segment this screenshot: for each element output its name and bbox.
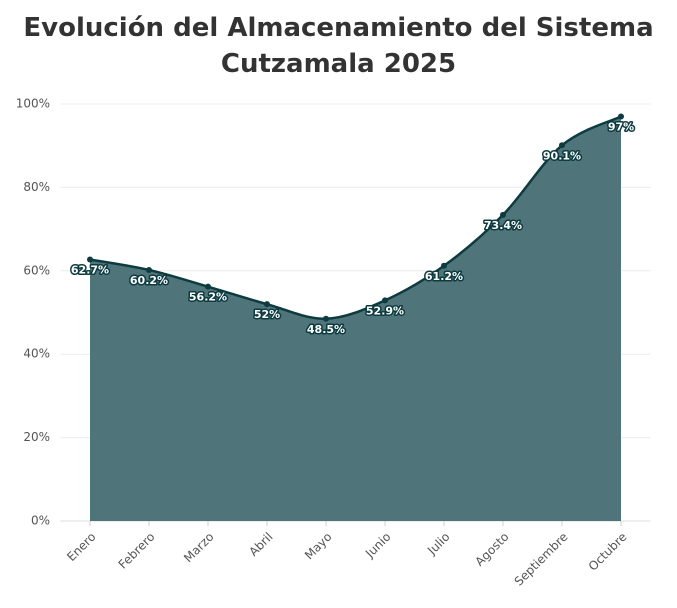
value-label: 52% [254,308,280,321]
area-line [89,115,622,321]
x-tick-label: Julio [424,530,452,558]
area-fill [90,116,621,521]
x-tick-label: Enero [64,530,98,564]
x-tick-label: Septiembre [512,530,571,589]
value-label: 48.5% [307,323,345,336]
x-tick-label: Febrero [116,530,158,572]
value-label: 61.2% [425,270,463,283]
value-label: 52.9% [366,304,404,317]
y-tick-label: 80% [23,180,50,194]
y-tick-label: 20% [23,430,50,444]
x-tick-label: Abril [246,530,275,559]
point [87,256,93,263]
point [500,211,506,218]
y-tick-label: 60% [23,263,50,277]
x-tick-label: Agosto [472,530,511,569]
x-tick-label: Mayo [302,530,335,563]
value-label: 97% [608,121,634,134]
x-tick-label: Junio [362,530,393,561]
y-tick-label: 0% [31,514,50,528]
chart-title: Evolución del Almacenamiento del Sistema… [23,13,654,79]
value-label: 56.2% [189,291,227,304]
point [264,301,270,308]
y-tick-label: 40% [23,347,50,361]
x-tick-label: Marzo [181,530,217,566]
x-tick-label: Octubre [586,530,630,574]
point [205,283,211,290]
point [146,266,152,273]
value-label: 62.7% [71,264,109,277]
value-label: 60.2% [130,274,168,287]
point [441,262,447,269]
y-tick-label: 100% [16,97,50,111]
point [323,315,329,322]
point [382,297,388,304]
value-label: 90.1% [543,149,581,162]
point [618,113,624,120]
value-label: 73.4% [484,219,522,232]
point [559,142,565,149]
